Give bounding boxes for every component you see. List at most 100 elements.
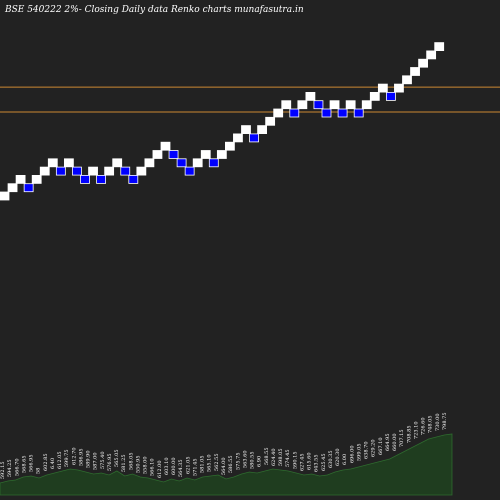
volume-label: 629.20 xyxy=(371,440,377,458)
volume-label: 6.90 xyxy=(257,456,263,467)
volume-label: 568.05 xyxy=(128,453,134,471)
volume-label: 667.10 xyxy=(378,438,384,456)
volume-label: 581.05 xyxy=(200,456,206,474)
volume-label: 575.75 xyxy=(235,453,241,471)
volume-label: 600.00 xyxy=(171,458,177,476)
renko-brick-up xyxy=(257,125,268,134)
renko-brick-up xyxy=(15,174,26,184)
renko-brick-up xyxy=(64,158,74,168)
volume-label: 564.00 xyxy=(221,458,227,476)
volume-panel xyxy=(0,433,453,496)
volume-label: 558.00 xyxy=(143,457,149,475)
volume-label: 612.05 xyxy=(57,452,63,470)
renko-brick-down xyxy=(168,150,179,159)
volume-label: 563.60 xyxy=(242,451,248,469)
renko-brick-up xyxy=(224,141,235,151)
renko-brick-up xyxy=(297,100,308,110)
renko-brick-up xyxy=(31,174,42,184)
renko-brick-down xyxy=(23,183,34,193)
renko-brick-up xyxy=(265,116,276,126)
renko-brick-down xyxy=(176,158,187,168)
volume-label: 707.15 xyxy=(399,430,405,448)
renko-brick-up xyxy=(394,83,404,93)
volume-area xyxy=(0,433,453,496)
renko-brick-up xyxy=(39,166,50,176)
volume-label: 625.45 xyxy=(321,454,327,472)
renko-brick-up xyxy=(112,158,123,168)
volume-label: 589.90 xyxy=(86,451,92,469)
volume-label: 643.55 xyxy=(314,455,320,473)
volume-labels: 592.15 594.25 566.70 568.65 566.95 58 602.85 6.… xyxy=(0,413,448,480)
volume-label: 571.45 xyxy=(193,459,199,477)
renko-brick-up xyxy=(418,58,429,68)
renko-brick-up xyxy=(7,183,18,193)
volume-label: 723.10 xyxy=(414,422,420,440)
renko-brick-up xyxy=(281,100,292,110)
renko-brick-down xyxy=(128,174,139,184)
volume-label: 6.00 xyxy=(342,454,348,465)
volume-label: 615.60 xyxy=(307,453,313,471)
renko-brick-up xyxy=(426,50,437,60)
volume-label: 638.70 xyxy=(364,442,370,460)
volume-label: 576.95 xyxy=(107,454,113,472)
renko-brick-down xyxy=(353,108,364,118)
volume-label: 568.65 xyxy=(21,456,27,474)
renko-brick-up xyxy=(241,125,251,134)
renko-brick-up xyxy=(88,166,98,176)
volume-label: 574.45 xyxy=(285,450,291,468)
renko-brick-down xyxy=(337,108,348,118)
volume-label: 566.10 xyxy=(150,459,156,477)
volume-label: 58 xyxy=(36,468,42,474)
volume-label: 564.35 xyxy=(178,460,184,478)
renko-brick-down xyxy=(72,166,82,176)
volume-label: 664.95 xyxy=(385,434,391,452)
volume-label: 730.00 xyxy=(435,414,441,432)
renko-brick-up xyxy=(216,150,227,159)
volume-label: 592.15 xyxy=(0,462,6,480)
renko-brick-up xyxy=(104,166,115,176)
renko-bricks xyxy=(0,42,445,201)
renko-brick-up xyxy=(305,92,316,101)
volume-label: 612.70 xyxy=(71,448,77,466)
volume-label: 696.00 xyxy=(349,446,355,464)
volume-label: 620.30 xyxy=(335,449,341,467)
volume-label: 660.00 xyxy=(392,434,398,452)
renko-brick-up xyxy=(329,100,340,110)
volume-label: 798.75 xyxy=(442,413,448,431)
renko-brick-up xyxy=(377,83,388,93)
volume-label: 602.85 xyxy=(43,454,49,472)
volume-label: 550.95 xyxy=(136,456,142,474)
volume-label: 566.95 xyxy=(29,455,35,473)
volume-label: 565.10 xyxy=(207,455,213,473)
volume-label: 599.05 xyxy=(357,444,363,462)
renko-brick-up xyxy=(47,158,58,168)
renko-brick-down xyxy=(80,174,90,184)
renko-brick-up xyxy=(434,42,445,51)
renko-brick-up xyxy=(273,108,284,118)
volume-label: 586.55 xyxy=(228,456,234,474)
renko-brick-up xyxy=(160,141,171,151)
renko-brick-up xyxy=(369,92,380,101)
renko-brick-up xyxy=(410,67,420,76)
renko-brick-down xyxy=(120,166,131,176)
renko-brick-up xyxy=(152,150,163,159)
renko-brick-up xyxy=(233,133,243,143)
renko-brick-up xyxy=(0,191,10,201)
volume-label: 581.25 xyxy=(121,455,127,473)
renko-brick-down xyxy=(96,174,106,184)
chart-title: BSE 540222 2%- Closing Daily data Renko … xyxy=(4,5,304,15)
volume-label: 575.40 xyxy=(100,452,106,470)
volume-label: 566.70 xyxy=(14,459,20,477)
renko-brick-down xyxy=(385,92,396,101)
renko-brick-up xyxy=(144,158,155,168)
volume-label: 624.40 xyxy=(271,449,277,467)
renko-brick-up xyxy=(345,100,356,110)
renko-brick-up xyxy=(361,100,372,110)
renko-brick-down xyxy=(208,158,219,168)
renko-brick-up xyxy=(136,166,147,176)
volume-label: 586.95 xyxy=(78,449,84,467)
renko-brick-down xyxy=(55,166,66,176)
volume-label: 587.00 xyxy=(93,453,99,471)
